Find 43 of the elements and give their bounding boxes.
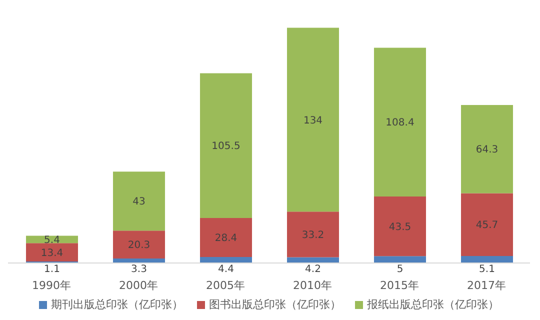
- bar: [374, 256, 426, 263]
- x-tick-label: 2010年: [293, 278, 332, 292]
- bar: [113, 230, 165, 258]
- bar: [26, 243, 78, 262]
- data-label: 4.2: [305, 264, 321, 276]
- legend-label: 期刊出版总印张（亿印张）: [50, 297, 183, 312]
- legend-label: 图书出版总印张（亿印张）: [208, 297, 341, 312]
- data-label: 43: [132, 196, 146, 208]
- bar: [461, 256, 513, 263]
- data-label: 1.1: [44, 264, 60, 276]
- bar: [200, 218, 252, 257]
- x-tick-label: 2005年: [206, 278, 245, 292]
- x-tick-label: 2017年: [467, 278, 506, 292]
- data-label: 5.1: [479, 264, 495, 276]
- bar: [113, 172, 165, 231]
- data-label: 5.4: [44, 234, 60, 246]
- bar: [200, 256, 252, 263]
- data-label: 45.7: [476, 220, 498, 232]
- bar: [26, 236, 78, 244]
- bar: [287, 257, 339, 263]
- data-label: 28.4: [214, 233, 238, 244]
- legend-label: 报纸出版总印张（亿印张）: [366, 297, 499, 312]
- data-label: 5: [396, 264, 404, 276]
- x-tick-label: 1990年: [32, 278, 71, 292]
- bar: [374, 48, 426, 196]
- data-label: 64.3: [476, 144, 498, 156]
- bar: [287, 212, 339, 258]
- data-label: 3.3: [131, 264, 147, 276]
- bar: [461, 193, 513, 256]
- data-label: 33.2: [302, 230, 324, 242]
- bar: [461, 105, 513, 194]
- x-tick-label: 2000年: [119, 278, 158, 292]
- data-label: 43.5: [388, 222, 412, 233]
- data-label: 4.4: [218, 264, 234, 276]
- bar: [374, 196, 426, 256]
- data-label: 13.4: [40, 248, 64, 259]
- data-label: 134: [303, 115, 323, 126]
- data-label: 105.5: [212, 141, 240, 152]
- x-tick-label: 2015年: [380, 278, 419, 292]
- data-label: 108.4: [386, 118, 414, 129]
- data-label: 20.3: [128, 240, 150, 252]
- bar: [287, 28, 339, 212]
- bar: [200, 73, 252, 218]
